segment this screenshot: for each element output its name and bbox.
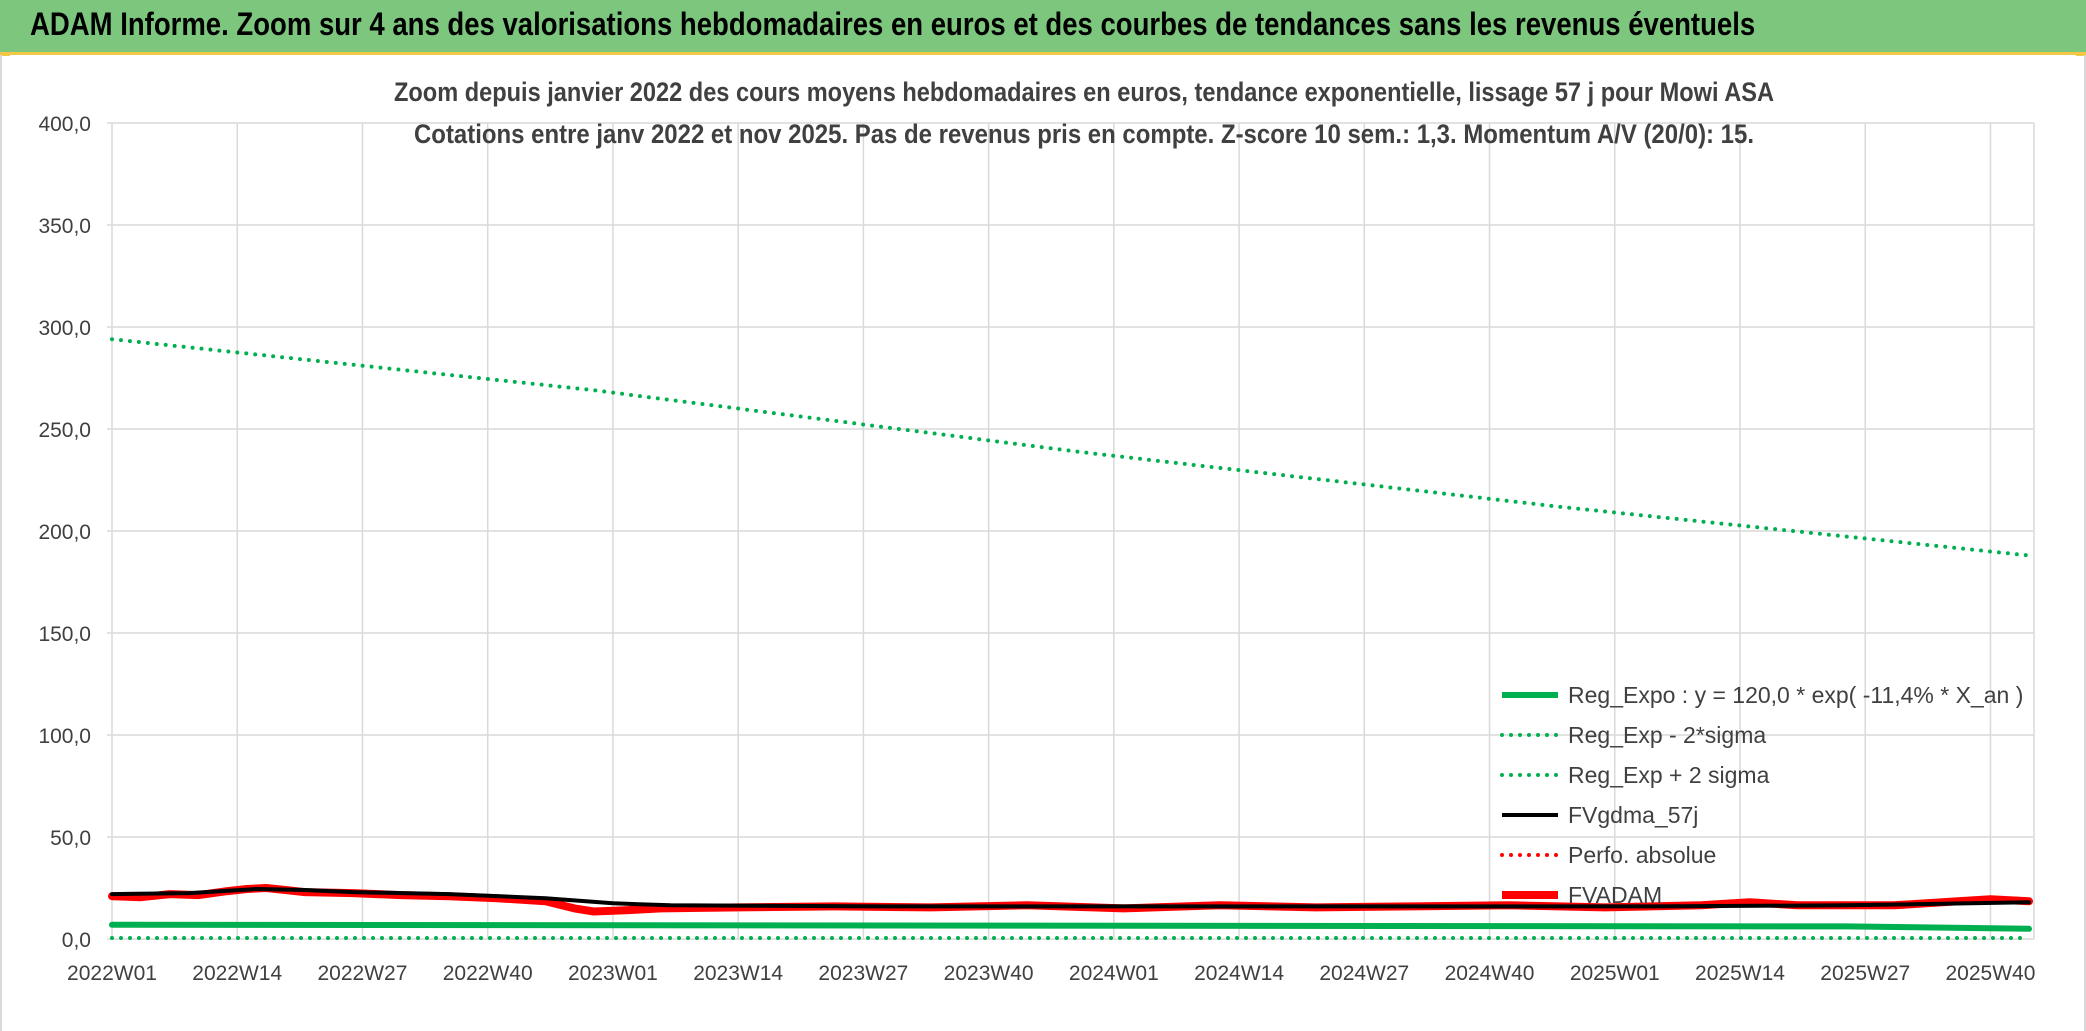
x-tick-label: 2023W14 bbox=[693, 962, 783, 985]
report-title: ADAM Informe. Zoom sur 4 ans des valoris… bbox=[30, 6, 1756, 42]
series-line-2 bbox=[110, 337, 2031, 558]
chart-legend: Reg_Expo : y = 120,0 * exp( -11,4% * X_a… bbox=[1500, 682, 2023, 908]
report-banner: ADAM Informe. Zoom sur 4 ans des valoris… bbox=[0, 0, 2086, 55]
x-tick-label: 2022W01 bbox=[67, 962, 157, 985]
legend-label: Reg_Exp + 2 sigma bbox=[1568, 762, 1770, 788]
x-tick-label: 2023W27 bbox=[818, 962, 908, 985]
x-tick-label: 2024W14 bbox=[1194, 962, 1284, 985]
legend-label: FVADAM bbox=[1568, 882, 1662, 908]
x-tick-label: 2023W40 bbox=[944, 962, 1034, 985]
series-line-0 bbox=[109, 921, 2032, 932]
y-tick-label: 200,0 bbox=[38, 521, 91, 544]
y-axis: 0,0 50,0 100,0 150,0 200,0 250,0 300,0 350,0 400… bbox=[38, 113, 91, 952]
x-tick-label: 2024W01 bbox=[1069, 962, 1159, 985]
x-tick-label: 2025W27 bbox=[1820, 962, 1910, 985]
line-chart: 0,0 50,0 100,0 150,0 200,0 250,0 300,0 350,0 400… bbox=[38, 77, 2035, 985]
chart-frame: 0,0 50,0 100,0 150,0 200,0 250,0 300,0 350,0 400… bbox=[0, 55, 2086, 1031]
chart-subtitle: Cotations entre janv 2022 et nov 2025. P… bbox=[414, 119, 1754, 149]
y-tick-label: 250,0 bbox=[38, 419, 91, 442]
x-tick-label: 2022W40 bbox=[443, 962, 533, 985]
chart-title: Zoom depuis janvier 2022 des cours moyen… bbox=[394, 77, 1774, 107]
x-tick-label: 2025W01 bbox=[1570, 962, 1660, 985]
y-tick-label: 100,0 bbox=[38, 725, 91, 748]
y-tick-label: 50,0 bbox=[50, 827, 91, 850]
legend-label: Perfo. absolue bbox=[1568, 842, 1716, 868]
x-tick-label: 2022W14 bbox=[192, 962, 282, 985]
x-tick-label: 2025W14 bbox=[1695, 962, 1785, 985]
y-tick-label: 150,0 bbox=[38, 623, 91, 646]
legend-label: FVgdma_57j bbox=[1568, 802, 1698, 828]
x-axis: 2022W01 2022W14 2022W27 2022W40 2023W01 2023W… bbox=[67, 962, 2035, 985]
legend-label: Reg_Expo : y = 120,0 * exp( -11,4% * X_a… bbox=[1568, 682, 2023, 708]
y-tick-label: 0,0 bbox=[62, 929, 91, 952]
x-tick-label: 2024W27 bbox=[1319, 962, 1409, 985]
series-line-3 bbox=[110, 887, 2031, 909]
x-tick-label: 2023W01 bbox=[568, 962, 658, 985]
corner-mark bbox=[0, 52, 10, 56]
x-tick-label: 2022W27 bbox=[318, 962, 408, 985]
x-tick-label: 2025W40 bbox=[1946, 962, 2036, 985]
y-tick-label: 400,0 bbox=[38, 113, 91, 136]
y-tick-label: 350,0 bbox=[38, 215, 91, 238]
chart-grid bbox=[107, 122, 2035, 940]
legend-label: Reg_Exp - 2*sigma bbox=[1568, 722, 1766, 748]
corner-mark bbox=[2076, 52, 2086, 56]
y-tick-label: 300,0 bbox=[38, 317, 91, 340]
x-tick-label: 2024W40 bbox=[1445, 962, 1535, 985]
chart-series bbox=[108, 337, 2033, 940]
